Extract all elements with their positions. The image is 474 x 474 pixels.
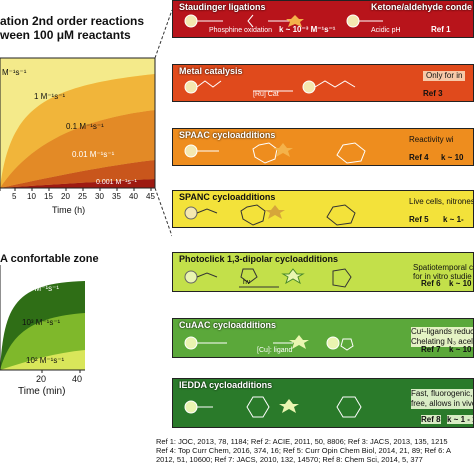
- panel-desc: Live cells, nitrones: [409, 197, 474, 206]
- x-ticks: [0, 188, 152, 191]
- left-chart-title: ation 2nd order reactions ween 100 μM re…: [0, 14, 144, 42]
- panel-title: Photoclick 1,3-dipolar cycloadditions: [179, 254, 339, 264]
- x-tick-label: 25: [78, 192, 87, 201]
- band-4: [0, 160, 155, 188]
- panel-rate: k ~ 10 - 100 M: [449, 345, 473, 354]
- panel-rate: k ~ 1 - 10⁶ M⁻¹s: [447, 415, 473, 424]
- x-tick-label: 5: [12, 192, 17, 201]
- panel-ref: Ref 5: [409, 215, 429, 224]
- left-chart-title-line1: ation 2nd order reactions: [0, 14, 145, 28]
- panel-ref: Ref 4: [409, 153, 429, 162]
- panel-desc-secondary: for in vitro studie: [413, 272, 472, 281]
- inset-x-axis-label: Time (min): [18, 386, 66, 397]
- reaction-scheme: [184, 204, 356, 226]
- panel-ref: Ref 3: [423, 89, 443, 98]
- rate-label-1: 1 M⁻¹s⁻¹: [34, 92, 66, 101]
- connector-top: [154, 9, 172, 59]
- inset-rate-2: 10² M⁻¹s⁻¹: [26, 356, 65, 365]
- x-tick-label: 30: [95, 192, 104, 201]
- connector-bottom: [154, 187, 172, 237]
- inset-rate-1: 10³ M⁻¹s⁻¹: [22, 318, 61, 327]
- rate-label-4: 0.001 M⁻¹s⁻¹: [96, 179, 137, 186]
- x-tick-label: 35: [112, 192, 121, 201]
- rate-label-0: M⁻¹s⁻¹: [2, 68, 27, 77]
- left-chart-title-line2: ween 100 μM reactants: [0, 28, 131, 42]
- band-2: [0, 74, 155, 188]
- panel-rate: k ~ 1-: [443, 215, 464, 224]
- inset-band-3: [0, 350, 85, 370]
- inset-x-tick: 20: [36, 374, 47, 384]
- panel-title: SPAAC cycloadditions: [179, 130, 276, 140]
- panel-title-secondary: Ketone/aldehyde conde: [371, 2, 473, 12]
- panel-rate: k ~ 10 - 60: [449, 279, 473, 288]
- reference-line: Ref 1: JOC, 2013, 78, 1184; Ref 2: ACIE,…: [156, 437, 448, 446]
- panel-cuaac: CuAAC cycloadditions [Cu]: ligand Cu¹-li…: [172, 318, 474, 358]
- panel-metal-catalysis: Metal catalysis [Ru] Cat Only for in Ref…: [172, 64, 474, 102]
- panel-ref: Ref 1: [431, 25, 451, 34]
- note-cu-ligand: [Cu]: ligand: [257, 347, 293, 354]
- panel-photoclick: Photoclick 1,3-dipolar cycloadditions hν…: [172, 252, 474, 292]
- band-3: [0, 110, 155, 188]
- panel-desc: Fast, fluorogenic, catalyst-: [411, 389, 473, 399]
- rate-label-2: 0.1 M⁻¹s⁻¹: [66, 122, 104, 131]
- panel-spanc: SPANC cycloadditions Live cells, nitrone…: [172, 190, 474, 228]
- rate-label-3: 0.01 M⁻¹s⁻¹: [72, 150, 115, 159]
- panel-title: Staudinger ligations: [179, 2, 266, 12]
- inset-chart: [0, 265, 85, 373]
- reaction-scheme: [184, 268, 352, 288]
- panel-ref: Ref 6: [421, 279, 441, 288]
- x-axis-label: Time (h): [52, 205, 86, 215]
- x-tick-label: 10: [27, 192, 36, 201]
- panel-desc: Cu¹-ligands reduce Cu tox: [411, 327, 473, 337]
- panel-desc: Reactivity wi: [409, 135, 454, 144]
- panel-desc: Spatiotemporal contro: [413, 263, 474, 272]
- panel-desc-secondary: free, allows in vivo reaction: [411, 399, 473, 409]
- note-ru-cat: [Ru] Cat: [253, 91, 279, 98]
- x-tick-label: 20: [61, 192, 70, 201]
- panel-rate: k ~ 10: [441, 153, 464, 162]
- reaction-scheme: [184, 142, 366, 164]
- panel-title: SPANC cycloadditions: [179, 192, 276, 202]
- note-phosphine: Phosphine oxidation: [209, 27, 273, 34]
- band-1: [0, 58, 155, 188]
- panel-staudinger: Staudinger ligations Ketone/aldehyde con…: [172, 0, 474, 38]
- note-acidic: Acidic pH: [371, 27, 401, 34]
- inset-rate-0: 10⁴ M⁻¹s⁻¹: [20, 284, 59, 293]
- panel-desc: Only for in: [423, 71, 466, 81]
- left-chart: [0, 9, 172, 237]
- inset-title: A confortable zone: [0, 253, 99, 265]
- panel-iedda: IEDDA cycloadditions Fast, fluorogenic, …: [172, 378, 474, 428]
- panel-spaac: SPAAC cycloadditions Reactivity wi Ref 4…: [172, 128, 474, 166]
- inset-x-tick: 40: [72, 374, 83, 384]
- reaction-scheme: [184, 335, 354, 351]
- reaction-scheme: [184, 80, 356, 94]
- reaction-scheme: [184, 396, 362, 418]
- references: Ref 1: JOC, 2013, 78, 1184; Ref 2: ACIE,…: [156, 437, 474, 464]
- band-5: [0, 179, 155, 188]
- reference-line: Ref 4: Top Curr Chem, 2016, 374, 16; Ref…: [156, 446, 452, 455]
- x-tick-labels: 5 10 15 20 25 30 35 40 45: [0, 192, 172, 202]
- reference-line: 2012, 51, 10600; Ref 7: JACS, 2010, 132,…: [156, 455, 423, 464]
- panel-ref: Ref 7: [421, 345, 441, 354]
- panel-title: Metal catalysis: [179, 66, 243, 76]
- panel-title: CuAAC cycloadditions: [179, 320, 277, 330]
- note-hv: hν: [243, 279, 251, 286]
- reaction-scheme: [184, 14, 383, 28]
- x-tick-label: 15: [44, 192, 53, 201]
- panel-title: IEDDA cycloadditions: [179, 380, 273, 390]
- panel-rate: k ~ 10⁻³ M⁻¹s⁻¹: [279, 25, 336, 34]
- x-tick-label: 45: [146, 192, 155, 201]
- panel-ref: Ref 8: [421, 415, 441, 424]
- x-tick-label: 40: [129, 192, 138, 201]
- panel-desc-secondary: Chelating N₃ acellarate ra: [411, 337, 473, 347]
